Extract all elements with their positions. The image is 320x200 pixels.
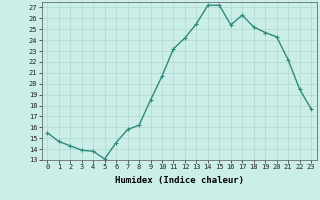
X-axis label: Humidex (Indice chaleur): Humidex (Indice chaleur) <box>115 176 244 185</box>
